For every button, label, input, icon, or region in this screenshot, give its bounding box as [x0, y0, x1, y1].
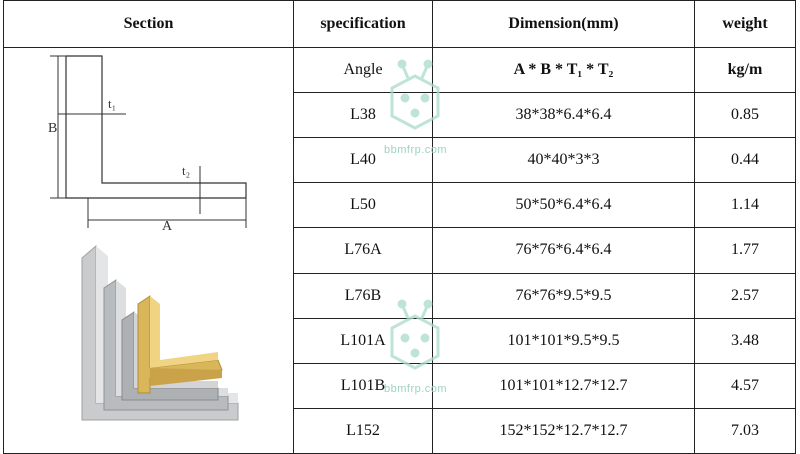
spec-cell: L76A — [293, 227, 433, 274]
section-illustration-cell: B A t₁ — [3, 47, 294, 454]
angle-spec-table: Section specification Dimension(mm) weig… — [3, 0, 796, 454]
table-header-row: Section specification Dimension(mm) weig… — [3, 0, 796, 48]
spec-cell: L38 — [293, 92, 433, 139]
units-row: B A t₁ — [3, 46, 796, 454]
table-row: L76B 76*76*9.5*9.5 2.57 — [4, 272, 796, 319]
weight-cell: 4.57 — [694, 362, 796, 409]
units-dimension-cell: A * B * T₁ * T₂ — [432, 46, 695, 94]
weight-cell: 3.48 — [694, 317, 796, 364]
spec-cell: L101B — [293, 362, 433, 409]
dimension-cell: 76*76*9.5*9.5 — [432, 272, 695, 319]
dimension-a-line — [87, 198, 247, 228]
spec-cell: L40 — [293, 137, 433, 184]
weight-cell: 7.03 — [694, 407, 796, 454]
spec-cell: L152 — [293, 407, 433, 454]
weight-cell: 0.85 — [694, 92, 796, 139]
weight-cell: 1.77 — [694, 227, 796, 274]
weight-cell: 1.14 — [694, 182, 796, 229]
weight-cell: 2.57 — [694, 272, 796, 319]
dimension-cell: 152*152*12.7*12.7 — [432, 407, 695, 454]
header-section: Section — [3, 0, 294, 48]
header-specification: specification — [293, 0, 433, 48]
units-spec-cell: Angle — [293, 46, 433, 94]
spec-cell: L101A — [293, 317, 433, 364]
label-t1: t₁ — [108, 96, 116, 111]
header-weight: weight — [694, 0, 796, 48]
header-dimension: Dimension(mm) — [432, 0, 695, 48]
label-b: B — [48, 121, 57, 136]
angle-profiles-photo — [81, 244, 239, 421]
l-profile-outline — [65, 55, 247, 199]
dimension-cell: 40*40*3*3 — [432, 137, 695, 184]
dimension-cell: 76*76*6.4*6.4 — [432, 227, 695, 274]
label-t2: t₂ — [182, 163, 190, 178]
label-a: A — [162, 219, 173, 234]
spec-table-container: Section specification Dimension(mm) weig… — [3, 0, 796, 454]
table-row: L76A 76*76*6.4*6.4 1.77 — [4, 227, 796, 274]
dimension-b-line — [50, 55, 66, 199]
table-row: L50 50*50*6.4*6.4 1.14 — [4, 182, 796, 229]
dimension-cell: 50*50*6.4*6.4 — [432, 182, 695, 229]
units-weight-cell: kg/m — [694, 46, 796, 94]
spec-cell: L76B — [293, 272, 433, 319]
table-row: L101B 101*101*12.7*12.7 4.57 — [4, 362, 796, 409]
dimension-cell: 101*101*12.7*12.7 — [432, 362, 695, 409]
spec-cell: L50 — [293, 182, 433, 229]
table-row: L40 40*40*3*3 0.44 — [4, 137, 796, 184]
dimension-cell: 101*101*9.5*9.5 — [432, 317, 695, 364]
dimension-cell: 38*38*6.4*6.4 — [432, 92, 695, 139]
angle-section-diagram: B A t₁ — [48, 55, 247, 421]
weight-cell: 0.44 — [694, 137, 796, 184]
